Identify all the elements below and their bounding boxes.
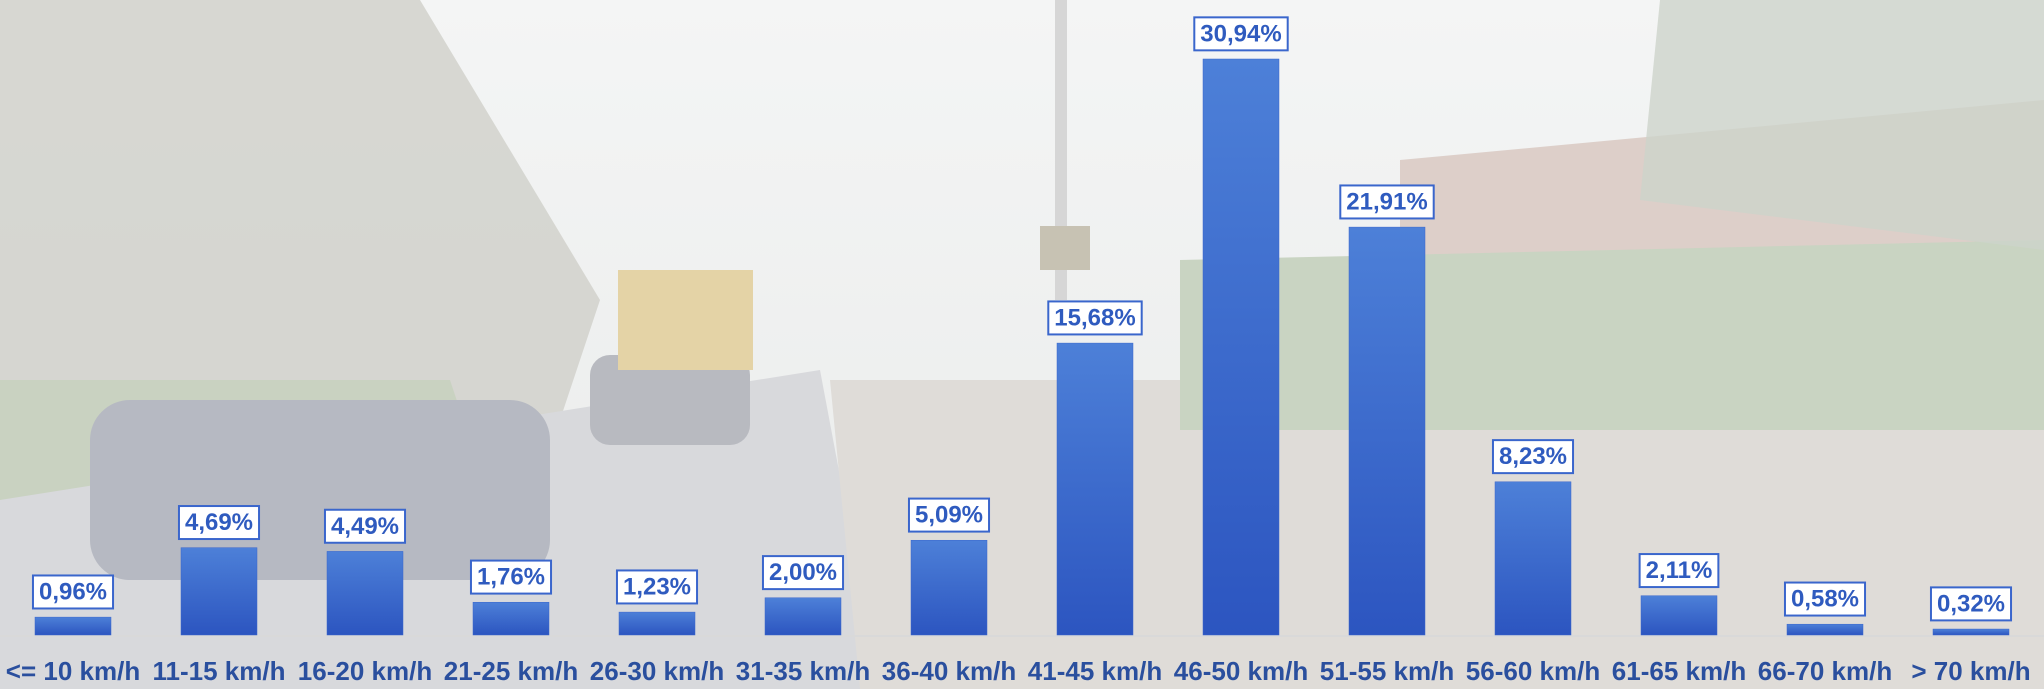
bar (1203, 59, 1279, 635)
x-tick-label: 36-40 km/h (882, 656, 1016, 686)
bar (1787, 624, 1863, 635)
bar (765, 598, 841, 635)
bar (619, 612, 695, 635)
data-label: 15,68% (1054, 304, 1135, 331)
bar (1349, 227, 1425, 635)
bar (327, 551, 403, 635)
bar (473, 602, 549, 635)
bar (911, 540, 987, 635)
background-photo (0, 0, 2044, 689)
bar (1057, 343, 1133, 635)
data-label: 4,69% (185, 509, 253, 536)
data-label: 5,09% (915, 502, 983, 529)
x-tick-label: 16-20 km/h (298, 656, 432, 686)
data-label: 4,49% (331, 513, 399, 540)
data-label: 1,23% (623, 573, 691, 600)
data-label: 2,11% (1646, 557, 1713, 584)
bar (1641, 596, 1717, 635)
data-label: 1,76% (477, 564, 545, 591)
data-label: 21,91% (1346, 188, 1427, 215)
x-tick-label: 51-55 km/h (1320, 656, 1454, 686)
data-label: 2,00% (769, 559, 837, 586)
bar (1495, 482, 1571, 635)
data-label: 8,23% (1499, 443, 1567, 470)
x-tick-label: > 70 km/h (1911, 656, 2030, 686)
bar (35, 617, 111, 635)
x-tick-label: 46-50 km/h (1174, 656, 1308, 686)
x-tick-label: 26-30 km/h (590, 656, 724, 686)
x-tick-label: 66-70 km/h (1758, 656, 1892, 686)
x-tick-label: 61-65 km/h (1612, 656, 1746, 686)
x-tick-label: 31-35 km/h (736, 656, 870, 686)
bar (181, 548, 257, 635)
data-label: 0,96% (39, 578, 107, 605)
data-label: 0,32% (1937, 590, 2005, 617)
bar (1933, 629, 2009, 635)
data-label: 30,94% (1200, 20, 1281, 47)
data-label: 0,58% (1791, 586, 1859, 613)
x-tick-label: 11-15 km/h (153, 656, 286, 686)
x-tick-label: 41-45 km/h (1028, 656, 1162, 686)
x-tick-label: 21-25 km/h (444, 656, 578, 686)
chart: 0,96% <= 10 km/h 4,69% 11-15 km/h 4,49% 16-20… (0, 0, 2044, 689)
x-tick-label: 56-60 km/h (1466, 656, 1600, 686)
x-tick-label: <= 10 km/h (6, 656, 140, 686)
